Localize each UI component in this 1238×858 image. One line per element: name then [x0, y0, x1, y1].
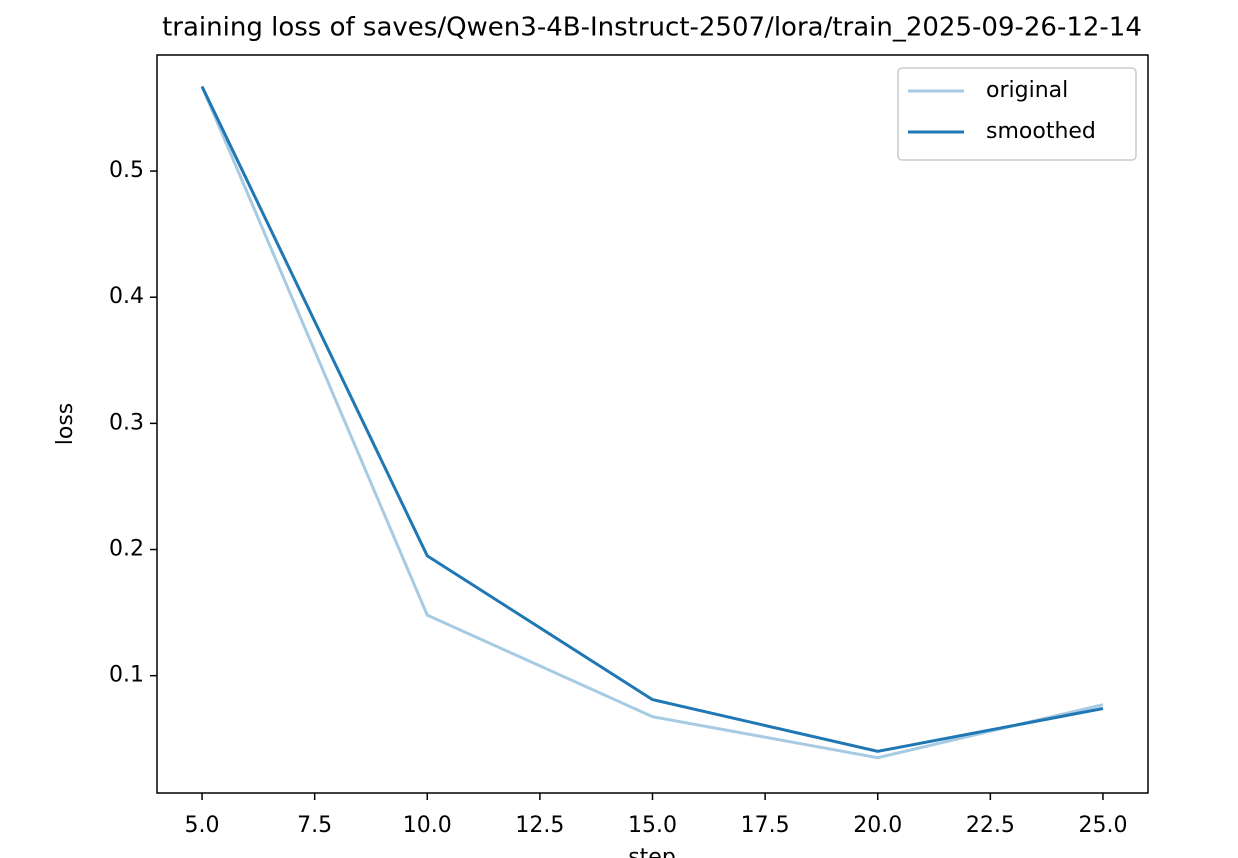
- y-tick-label: 0.2: [109, 537, 144, 562]
- x-tick-label: 25.0: [1078, 813, 1127, 838]
- y-tick-label: 0.4: [109, 284, 144, 309]
- y-tick-label: 0.3: [109, 410, 144, 435]
- x-tick-label: 5.0: [185, 813, 220, 838]
- y-tick-label: 0.5: [109, 158, 144, 183]
- x-axis-label: step: [628, 845, 676, 858]
- legend-label: original: [986, 78, 1068, 103]
- x-tick-label: 7.5: [297, 813, 332, 838]
- x-tick-label: 15.0: [628, 813, 677, 838]
- chart-title: training loss of saves/Qwen3-4B-Instruct…: [162, 13, 1142, 43]
- line-series: [200, 85, 1104, 753]
- x-tick-label: 20.0: [853, 813, 902, 838]
- x-tick-label: 22.5: [966, 813, 1015, 838]
- x-tick-label: 12.5: [515, 813, 564, 838]
- line-series: [200, 85, 1104, 760]
- x-tick-label: 17.5: [741, 813, 790, 838]
- legend-label: smoothed: [986, 119, 1096, 144]
- axes-frame: [156, 54, 1149, 794]
- y-axis-label: loss: [53, 403, 78, 446]
- y-tick-label: 0.1: [109, 663, 144, 688]
- x-tick-label: 10.0: [403, 813, 452, 838]
